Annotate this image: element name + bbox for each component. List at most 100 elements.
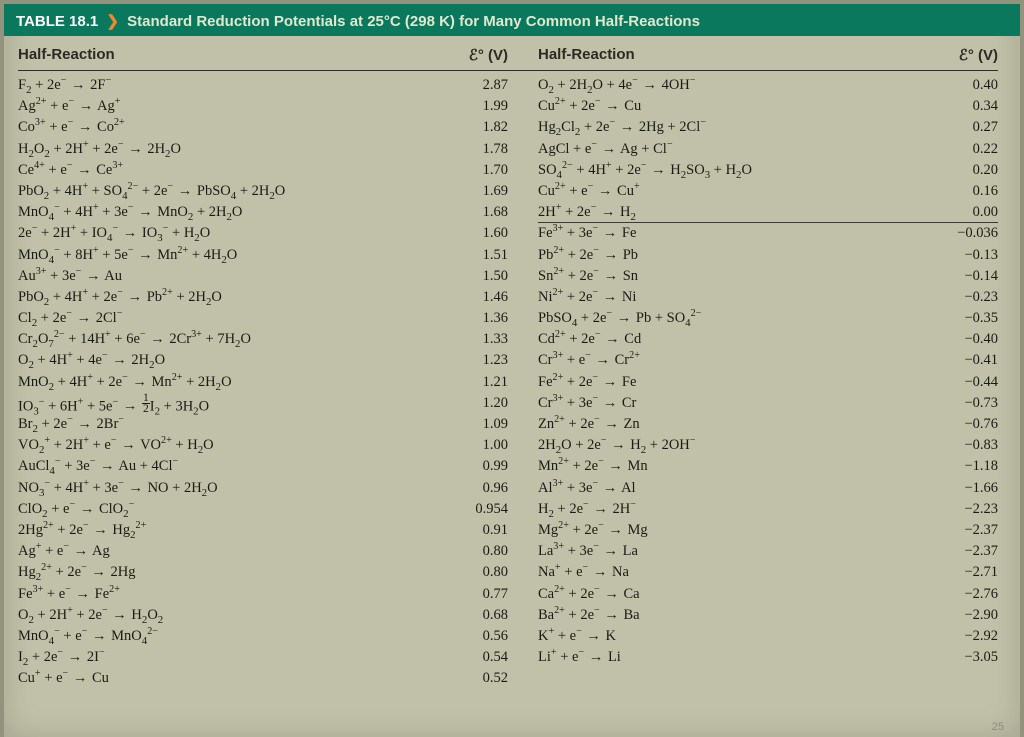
table-row: Fe3+ + e− → Fe2+ [18,584,418,605]
table-row: Br2 + 2e− → 2Br− [18,414,418,435]
table-row: Ce4+ + e− → Ce3+ [18,160,418,181]
col-header-potential-left: ℰ° (V) [418,36,508,71]
potential-value: −2.92 [908,626,998,647]
potential-value: 1.36 [418,308,508,329]
table-row: Ag+ + e− → Ag [18,541,418,562]
potential-value: 1.82 [418,117,508,138]
table-row: ClO2 + e− → ClO2− [18,499,418,520]
right-reaction-column: O2 + 2H2O + 4e− → 4OH−Cu2+ + 2e− → CuHg2… [508,71,908,689]
table-row: La3+ + 3e− → La [538,541,908,562]
potential-value: −0.83 [908,435,998,456]
potential-value: 2.87 [418,75,508,96]
potential-value: 0.52 [418,668,508,689]
potential-value: −0.41 [908,350,998,371]
potential-value: −2.71 [908,562,998,583]
potential-value: 1.33 [418,329,508,350]
potential-value: 1.70 [418,160,508,181]
potential-value: 1.21 [418,372,508,393]
table-row: Hg2Cl2 + 2e− → 2Hg + 2Cl− [538,117,908,138]
textbook-page: TABLE 18.1 ❯ Standard Reduction Potentia… [4,4,1020,737]
table-row: PbSO4 + 2e− → Pb + SO42− [538,308,908,329]
table-row: Pb2+ + 2e− → Pb [538,245,908,266]
potential-value: 0.16 [908,181,998,202]
potential-value: 0.91 [418,520,508,541]
table-row: MnO2 + 4H+ + 2e− → Mn2+ + 2H2O [18,372,418,393]
table-row: Hg22+ + 2e− → 2Hg [18,562,418,583]
table-row: AgCl + e− → Ag + Cl− [538,139,908,160]
potential-value: −0.44 [908,372,998,393]
potential-value: 0.56 [418,626,508,647]
table-row: AuCl4− + 3e− → Au + 4Cl− [18,456,418,477]
table-row: Zn2+ + 2e− → Zn [538,414,908,435]
right-potential-column: 0.400.340.270.220.200.160.00−0.036−0.13−… [908,71,998,689]
table-row: PbO2 + 4H+ + SO42− + 2e− → PbSO4 + 2H2O [18,181,418,202]
table-row: Cu+ + e− → Cu [18,668,418,689]
potential-value: 0.96 [418,478,508,499]
table-row: Cr3+ + e− → Cr2+ [538,350,908,371]
table-row: NO3− + 4H+ + 3e− → NO + 2H2O [18,478,418,499]
potential-value: 1.20 [418,393,508,414]
col-header-reaction-left: Half-Reaction [18,36,418,71]
table-row: MnO4− + 4H+ + 3e− → MnO2 + 2H2O [18,202,418,223]
potential-value: −0.23 [908,287,998,308]
table-row: Al3+ + 3e− → Al [538,478,908,499]
potential-value: −0.35 [908,308,998,329]
potential-value: −2.37 [908,520,998,541]
table-row: Cu2+ + e− → Cu+ [538,181,908,202]
potential-value: 1.50 [418,266,508,287]
potential-value: 0.77 [418,584,508,605]
potential-value: −1.66 [908,478,998,499]
potential-value: −0.73 [908,393,998,414]
potential-value: 1.69 [418,181,508,202]
table-row: I2 + 2e− → 2I− [18,647,418,668]
table-row: Li+ + e− → Li [538,647,908,668]
table-row: Ag2+ + e− → Ag+ [18,96,418,117]
potential-value: 0.20 [908,160,998,181]
table-row: Ni2+ + 2e− → Ni [538,287,908,308]
table-row: PbO2 + 4H+ + 2e− → Pb2+ + 2H2O [18,287,418,308]
table-row: Fe3+ + 3e− → Fe [538,223,908,244]
potential-value: 0.954 [418,499,508,520]
potential-value: −0.76 [908,414,998,435]
potential-value: 1.51 [418,245,508,266]
table-row: Cd2+ + 2e− → Cd [538,329,908,350]
potential-value: 0.99 [418,456,508,477]
table-number: TABLE 18.1 [16,13,98,30]
reduction-potential-table: Half-Reaction ℰ° (V) Half-Reaction ℰ° (V… [4,36,1020,689]
potential-value: 1.09 [418,414,508,435]
potential-value: 0.27 [908,117,998,138]
col-header-potential-right: ℰ° (V) [908,36,998,71]
potential-value: −1.18 [908,456,998,477]
potential-value: 0.68 [418,605,508,626]
table-row: Cr2O72− + 14H+ + 6e− → 2Cr3+ + 7H2O [18,329,418,350]
table-row: Co3+ + e− → Co2+ [18,117,418,138]
table-row: O2 + 2H+ + 2e− → H2O2 [18,605,418,626]
potential-value: 1.23 [418,350,508,371]
table-row: Cu2+ + 2e− → Cu [538,96,908,117]
potential-value: 1.60 [418,223,508,244]
table-row: Mn2+ + 2e− → Mn [538,456,908,477]
table-row: F2 + 2e− → 2F− [18,75,418,96]
table-row: SO42− + 4H+ + 2e− → H2SO3 + H2O [538,160,908,181]
potential-value: 0.80 [418,541,508,562]
potential-value: −2.37 [908,541,998,562]
potential-value: 1.78 [418,139,508,160]
potential-value: 0.40 [908,75,998,96]
table-row: Ba2+ + 2e− → Ba [538,605,908,626]
table-row: MnO4− + e− → MnO42− [18,626,418,647]
table-row: 2H2O + 2e− → H2 + 2OH− [538,435,908,456]
potential-value: −0.13 [908,245,998,266]
table-row: Sn2+ + 2e− → Sn [538,266,908,287]
left-potential-column: 2.871.991.821.781.701.691.681.601.511.50… [418,71,508,689]
page-number: 25 [992,721,1004,733]
col-header-reaction-right: Half-Reaction [508,36,908,71]
potential-value: −2.90 [908,605,998,626]
potential-value: −0.40 [908,329,998,350]
table-row: IO3− + 6H+ + 5e− → 12I2 + 3H2O [18,393,418,414]
potential-value: 0.34 [908,96,998,117]
potential-value: −0.036 [908,223,998,244]
table-row: MnO4− + 8H+ + 5e− → Mn2+ + 4H2O [18,245,418,266]
table-title-bar: TABLE 18.1 ❯ Standard Reduction Potentia… [4,4,1020,36]
table-row: Na+ + e− → Na [538,562,908,583]
potential-value: −2.23 [908,499,998,520]
